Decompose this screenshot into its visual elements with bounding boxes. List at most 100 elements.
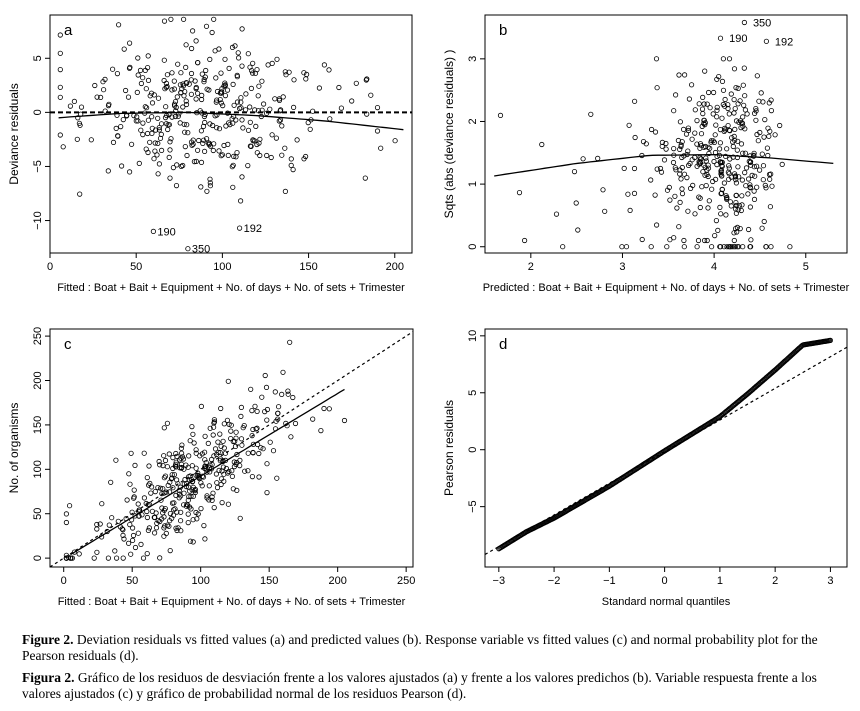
data-point [98, 94, 104, 101]
data-point [152, 514, 158, 521]
data-point [203, 23, 210, 29]
data-point [114, 71, 121, 77]
data-point [191, 159, 197, 165]
data-point [193, 465, 199, 471]
data-point [738, 141, 745, 147]
data-point [735, 244, 742, 250]
data-point [201, 137, 207, 143]
data-point [239, 63, 245, 69]
data-point [175, 61, 181, 67]
data-point [234, 451, 240, 458]
data-point [769, 183, 775, 189]
data-point [114, 555, 120, 561]
data-point [215, 439, 221, 445]
data-point [213, 471, 219, 477]
data-point [516, 190, 523, 196]
data-point [185, 511, 191, 517]
data-point [722, 125, 728, 131]
data-point [148, 490, 154, 496]
data-point [91, 555, 97, 561]
data-point [279, 152, 285, 158]
data-point [286, 69, 292, 75]
data-point [233, 429, 239, 435]
data-point [67, 503, 73, 509]
data-point [353, 80, 359, 86]
data-point [250, 60, 256, 66]
data-point [211, 419, 218, 425]
data-point [310, 108, 316, 114]
data-point [225, 152, 231, 158]
data-point [736, 203, 743, 209]
data-point [154, 520, 160, 526]
data-point [204, 188, 210, 194]
data-point [138, 80, 144, 87]
data-point [716, 74, 722, 80]
x-tick-label: −1 [603, 575, 616, 587]
data-point [761, 218, 767, 225]
data-point [74, 136, 80, 142]
data-point [167, 147, 173, 153]
data-point [187, 538, 194, 544]
data-point [733, 177, 739, 183]
data-point [698, 131, 705, 137]
data-point [231, 459, 237, 465]
data-point [57, 132, 63, 138]
data-point [274, 56, 280, 62]
data-point [228, 422, 234, 428]
smooth-line [58, 111, 404, 131]
data-point [135, 72, 141, 78]
plot-area [494, 19, 834, 250]
data-point [718, 211, 724, 217]
data-point [712, 149, 719, 156]
data-point [701, 237, 708, 244]
data-point [725, 102, 731, 108]
y-axis-label: Deviance residuals [7, 83, 21, 184]
data-point [648, 126, 655, 133]
y-axis-label: Pearson residuals [442, 400, 456, 496]
data-point [184, 152, 190, 159]
data-point [767, 204, 774, 210]
data-point [733, 200, 739, 206]
data-point [744, 111, 750, 117]
data-point [588, 111, 594, 117]
data-point [694, 118, 700, 124]
data-point [573, 200, 579, 206]
data-point [130, 537, 136, 544]
data-point [288, 434, 294, 440]
data-point [148, 90, 155, 96]
data-point [202, 433, 208, 439]
data-point [719, 190, 725, 196]
data-point [687, 185, 694, 191]
data-point [203, 67, 209, 74]
data-point [171, 471, 177, 478]
data-point [349, 98, 355, 104]
data-point [140, 75, 146, 81]
data-point [147, 93, 153, 99]
data-point [263, 384, 270, 390]
panel-label: c [64, 336, 72, 353]
data-point [136, 160, 142, 166]
data-point [214, 480, 220, 486]
data-point [178, 509, 184, 515]
data-point [164, 420, 170, 426]
data-point [653, 56, 660, 62]
data-point [218, 100, 224, 106]
data-point [720, 87, 727, 93]
data-point [211, 141, 217, 147]
data-point [714, 104, 720, 110]
data-point [713, 122, 719, 128]
data-point [659, 143, 665, 149]
data-point [212, 48, 218, 54]
data-point [145, 53, 151, 59]
data-point [741, 102, 747, 108]
data-point [178, 89, 184, 96]
panel-label: a [64, 22, 73, 39]
data-point [239, 174, 245, 180]
data-point [702, 122, 708, 128]
data-point [747, 204, 754, 210]
data-point [149, 114, 155, 120]
data-point [128, 450, 134, 456]
data-point [762, 117, 768, 123]
data-point [285, 391, 291, 397]
data-point [681, 72, 688, 78]
